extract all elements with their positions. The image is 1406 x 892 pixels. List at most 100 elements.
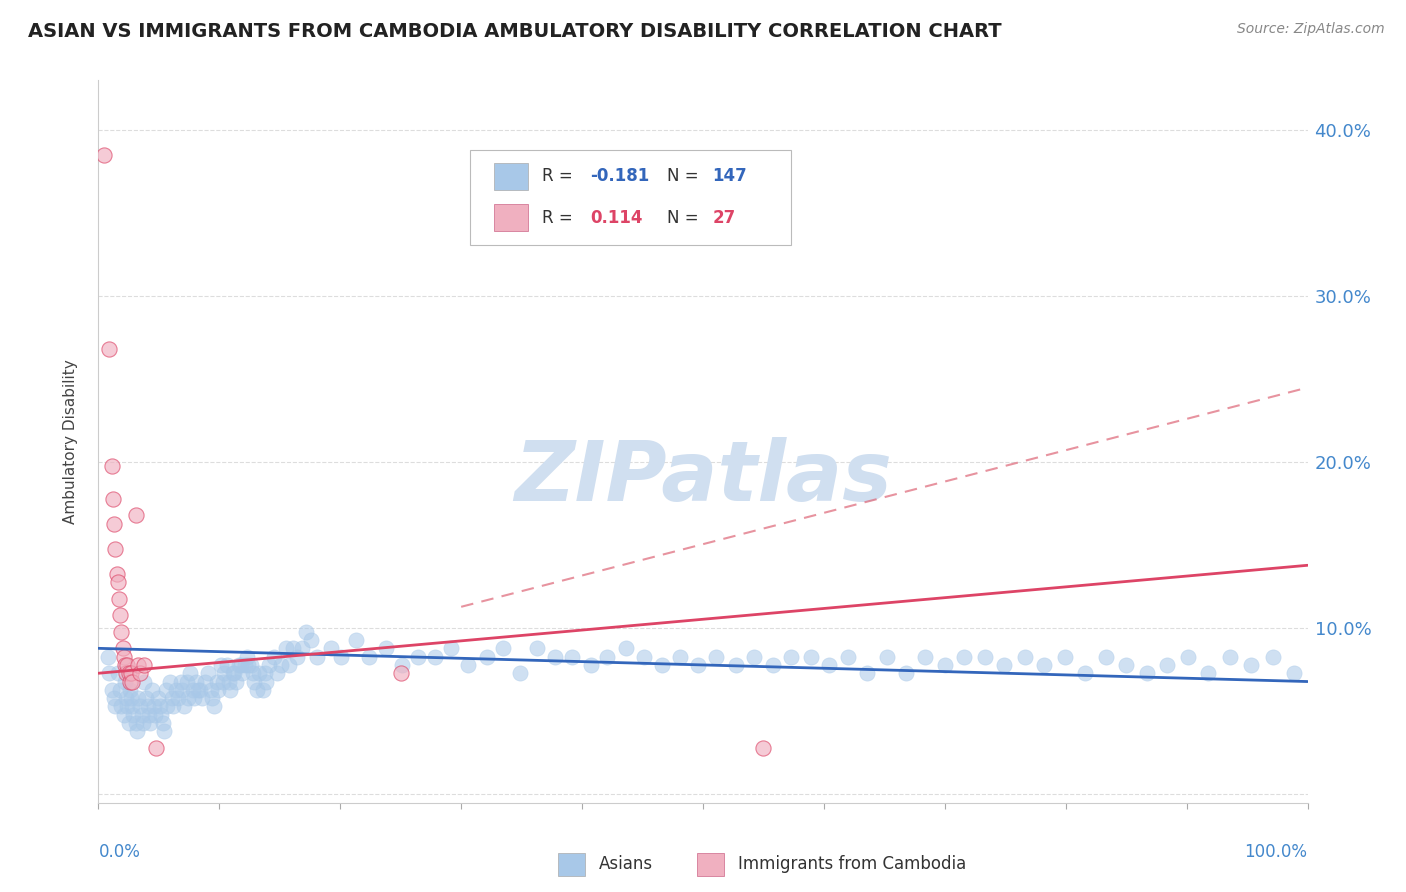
Point — [330, 649, 353, 664]
Point — [228, 657, 250, 672]
Point — [973, 649, 995, 664]
Point — [423, 649, 446, 664]
Point — [181, 682, 204, 697]
Point — [1136, 666, 1159, 681]
Point — [1115, 657, 1137, 672]
Text: R =: R = — [543, 168, 578, 186]
Point — [125, 508, 148, 523]
Point — [100, 682, 122, 697]
Text: -0.181: -0.181 — [591, 168, 650, 186]
Point — [139, 716, 162, 731]
Point — [160, 691, 183, 706]
Point — [222, 666, 245, 681]
Point — [817, 657, 839, 672]
Point — [204, 699, 226, 714]
Text: R =: R = — [543, 209, 578, 227]
Point — [120, 666, 142, 681]
Point — [93, 148, 115, 162]
Point — [112, 707, 135, 722]
Point — [724, 657, 747, 672]
Text: N =: N = — [666, 209, 703, 227]
Point — [256, 674, 278, 689]
Point — [194, 674, 217, 689]
Point — [98, 666, 121, 681]
Point — [1074, 666, 1097, 681]
Point — [170, 682, 193, 697]
Point — [299, 633, 322, 648]
Point — [187, 682, 209, 697]
Point — [128, 699, 150, 714]
Point — [953, 649, 976, 664]
Point — [165, 682, 187, 697]
Point — [201, 691, 224, 706]
Point — [108, 682, 131, 697]
Point — [104, 699, 127, 714]
Point — [143, 699, 166, 714]
FancyBboxPatch shape — [494, 204, 527, 231]
Text: 147: 147 — [713, 168, 748, 186]
Point — [457, 657, 479, 672]
Point — [254, 666, 277, 681]
FancyBboxPatch shape — [558, 853, 585, 876]
Point — [98, 343, 121, 357]
Point — [894, 666, 917, 681]
Text: 0.0%: 0.0% — [98, 843, 141, 861]
Point — [1033, 657, 1056, 672]
Point — [118, 716, 141, 731]
Point — [149, 699, 172, 714]
Point — [136, 699, 159, 714]
Point — [205, 674, 228, 689]
Point — [596, 649, 619, 664]
Point — [121, 699, 143, 714]
Point — [1177, 649, 1199, 664]
Point — [134, 674, 156, 689]
Point — [200, 682, 222, 697]
Point — [191, 691, 214, 706]
Point — [229, 657, 252, 672]
Point — [290, 641, 312, 656]
Point — [121, 674, 143, 689]
Text: ZIPatlas: ZIPatlas — [515, 437, 891, 518]
Point — [107, 574, 129, 589]
Point — [236, 649, 259, 664]
Y-axis label: Ambulatory Disability: Ambulatory Disability — [63, 359, 77, 524]
Point — [146, 691, 169, 706]
Point — [238, 657, 260, 672]
Point — [544, 649, 567, 664]
Point — [752, 741, 775, 756]
Point — [475, 649, 498, 664]
Point — [135, 691, 157, 706]
Point — [110, 624, 132, 639]
Point — [132, 716, 155, 731]
Point — [1053, 649, 1076, 664]
Point — [215, 657, 238, 672]
Point — [110, 699, 132, 714]
Point — [614, 641, 637, 656]
Point — [252, 682, 274, 697]
Point — [218, 674, 240, 689]
Point — [131, 707, 153, 722]
Point — [104, 541, 127, 556]
Point — [118, 666, 141, 681]
Point — [270, 657, 292, 672]
Point — [156, 699, 179, 714]
Text: 100.0%: 100.0% — [1244, 843, 1308, 861]
Point — [212, 674, 235, 689]
Point — [97, 649, 120, 664]
Point — [856, 666, 879, 681]
Point — [173, 699, 195, 714]
Point — [122, 707, 145, 722]
Point — [934, 657, 956, 672]
Point — [246, 682, 269, 697]
Point — [669, 649, 692, 664]
Point — [509, 666, 531, 681]
FancyBboxPatch shape — [697, 853, 724, 876]
Point — [155, 682, 177, 697]
Point — [1094, 649, 1116, 664]
Point — [579, 657, 602, 672]
Point — [105, 566, 128, 581]
Point — [108, 608, 131, 623]
Point — [561, 649, 583, 664]
Point — [440, 641, 463, 656]
Point — [150, 707, 173, 722]
